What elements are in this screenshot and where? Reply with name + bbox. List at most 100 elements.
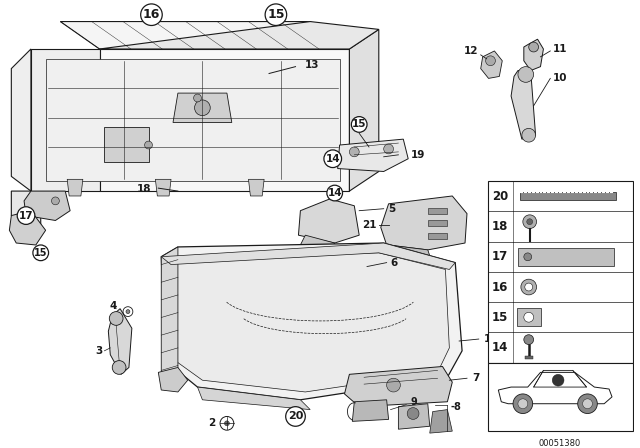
- Text: 5: 5: [388, 204, 396, 214]
- Text: 19: 19: [411, 150, 426, 160]
- Polygon shape: [298, 199, 359, 243]
- Text: 7: 7: [472, 373, 479, 383]
- Text: 6: 6: [390, 258, 398, 267]
- Polygon shape: [24, 191, 70, 220]
- Polygon shape: [12, 49, 31, 191]
- Circle shape: [193, 94, 202, 102]
- Text: 15: 15: [352, 120, 367, 129]
- Circle shape: [552, 375, 564, 386]
- Polygon shape: [108, 309, 132, 375]
- Circle shape: [527, 219, 532, 224]
- Bar: [517, 308, 541, 326]
- Bar: [428, 208, 447, 214]
- Text: 11: 11: [553, 44, 568, 54]
- Text: 15: 15: [34, 248, 47, 258]
- Text: 20: 20: [492, 190, 508, 203]
- Circle shape: [126, 310, 130, 314]
- Bar: [518, 248, 614, 266]
- Text: 4: 4: [109, 301, 116, 311]
- Text: 14: 14: [328, 188, 342, 198]
- Circle shape: [578, 394, 597, 414]
- Polygon shape: [524, 39, 543, 70]
- Circle shape: [195, 100, 211, 116]
- Polygon shape: [384, 245, 433, 270]
- Polygon shape: [511, 70, 536, 139]
- Polygon shape: [45, 59, 340, 181]
- Circle shape: [524, 312, 534, 322]
- Circle shape: [17, 207, 35, 224]
- Circle shape: [33, 245, 49, 261]
- Polygon shape: [158, 367, 188, 392]
- Polygon shape: [481, 51, 502, 78]
- Polygon shape: [381, 196, 467, 250]
- Polygon shape: [173, 93, 232, 122]
- Polygon shape: [161, 243, 462, 400]
- Text: 2: 2: [208, 418, 215, 428]
- Text: 21: 21: [362, 220, 377, 230]
- Text: 18: 18: [137, 184, 152, 194]
- Text: 10: 10: [553, 73, 568, 83]
- Text: 17: 17: [19, 211, 33, 220]
- Polygon shape: [398, 404, 429, 429]
- Circle shape: [225, 421, 229, 426]
- Circle shape: [522, 129, 536, 142]
- Polygon shape: [156, 179, 171, 196]
- Text: 9: 9: [410, 397, 417, 407]
- Polygon shape: [31, 49, 100, 191]
- Circle shape: [145, 141, 152, 149]
- Bar: [520, 193, 616, 200]
- Text: 3: 3: [95, 346, 102, 356]
- Polygon shape: [161, 243, 455, 270]
- Circle shape: [112, 361, 126, 375]
- Text: 20: 20: [288, 411, 303, 422]
- Circle shape: [351, 116, 367, 132]
- Text: 14: 14: [492, 341, 509, 354]
- Text: 13: 13: [305, 60, 320, 70]
- Text: 16: 16: [492, 280, 509, 293]
- Circle shape: [141, 4, 162, 26]
- Bar: [488, 181, 632, 362]
- Text: 1: 1: [484, 334, 491, 344]
- Circle shape: [327, 185, 342, 201]
- Circle shape: [387, 378, 401, 392]
- Polygon shape: [198, 387, 310, 409]
- Circle shape: [51, 197, 60, 205]
- Text: 14: 14: [325, 154, 340, 164]
- Circle shape: [486, 56, 495, 66]
- Circle shape: [513, 394, 532, 414]
- Polygon shape: [353, 400, 388, 422]
- Circle shape: [324, 150, 342, 168]
- Circle shape: [523, 215, 536, 228]
- Text: -8: -8: [451, 402, 461, 412]
- Text: 18: 18: [492, 220, 509, 233]
- Bar: [428, 233, 447, 239]
- Polygon shape: [344, 366, 452, 407]
- Circle shape: [529, 42, 538, 52]
- Text: 17: 17: [492, 250, 508, 263]
- Circle shape: [525, 283, 532, 291]
- Circle shape: [524, 253, 532, 261]
- Text: 00051380: 00051380: [539, 439, 581, 448]
- Polygon shape: [161, 247, 178, 387]
- Circle shape: [407, 408, 419, 419]
- Text: 16: 16: [143, 8, 160, 21]
- Circle shape: [384, 144, 394, 154]
- Polygon shape: [338, 139, 408, 172]
- Text: 15: 15: [492, 311, 509, 324]
- Polygon shape: [248, 179, 264, 196]
- Bar: [428, 220, 447, 226]
- Circle shape: [349, 147, 359, 157]
- Text: 15: 15: [267, 8, 285, 21]
- Polygon shape: [429, 409, 452, 433]
- Polygon shape: [171, 253, 449, 392]
- Polygon shape: [308, 253, 364, 282]
- Polygon shape: [104, 127, 148, 162]
- Circle shape: [521, 279, 536, 295]
- Circle shape: [109, 312, 123, 325]
- Text: 12: 12: [464, 46, 479, 56]
- Polygon shape: [12, 191, 41, 230]
- Circle shape: [518, 399, 528, 409]
- Circle shape: [265, 4, 287, 26]
- Bar: [488, 362, 632, 431]
- Bar: [525, 356, 532, 359]
